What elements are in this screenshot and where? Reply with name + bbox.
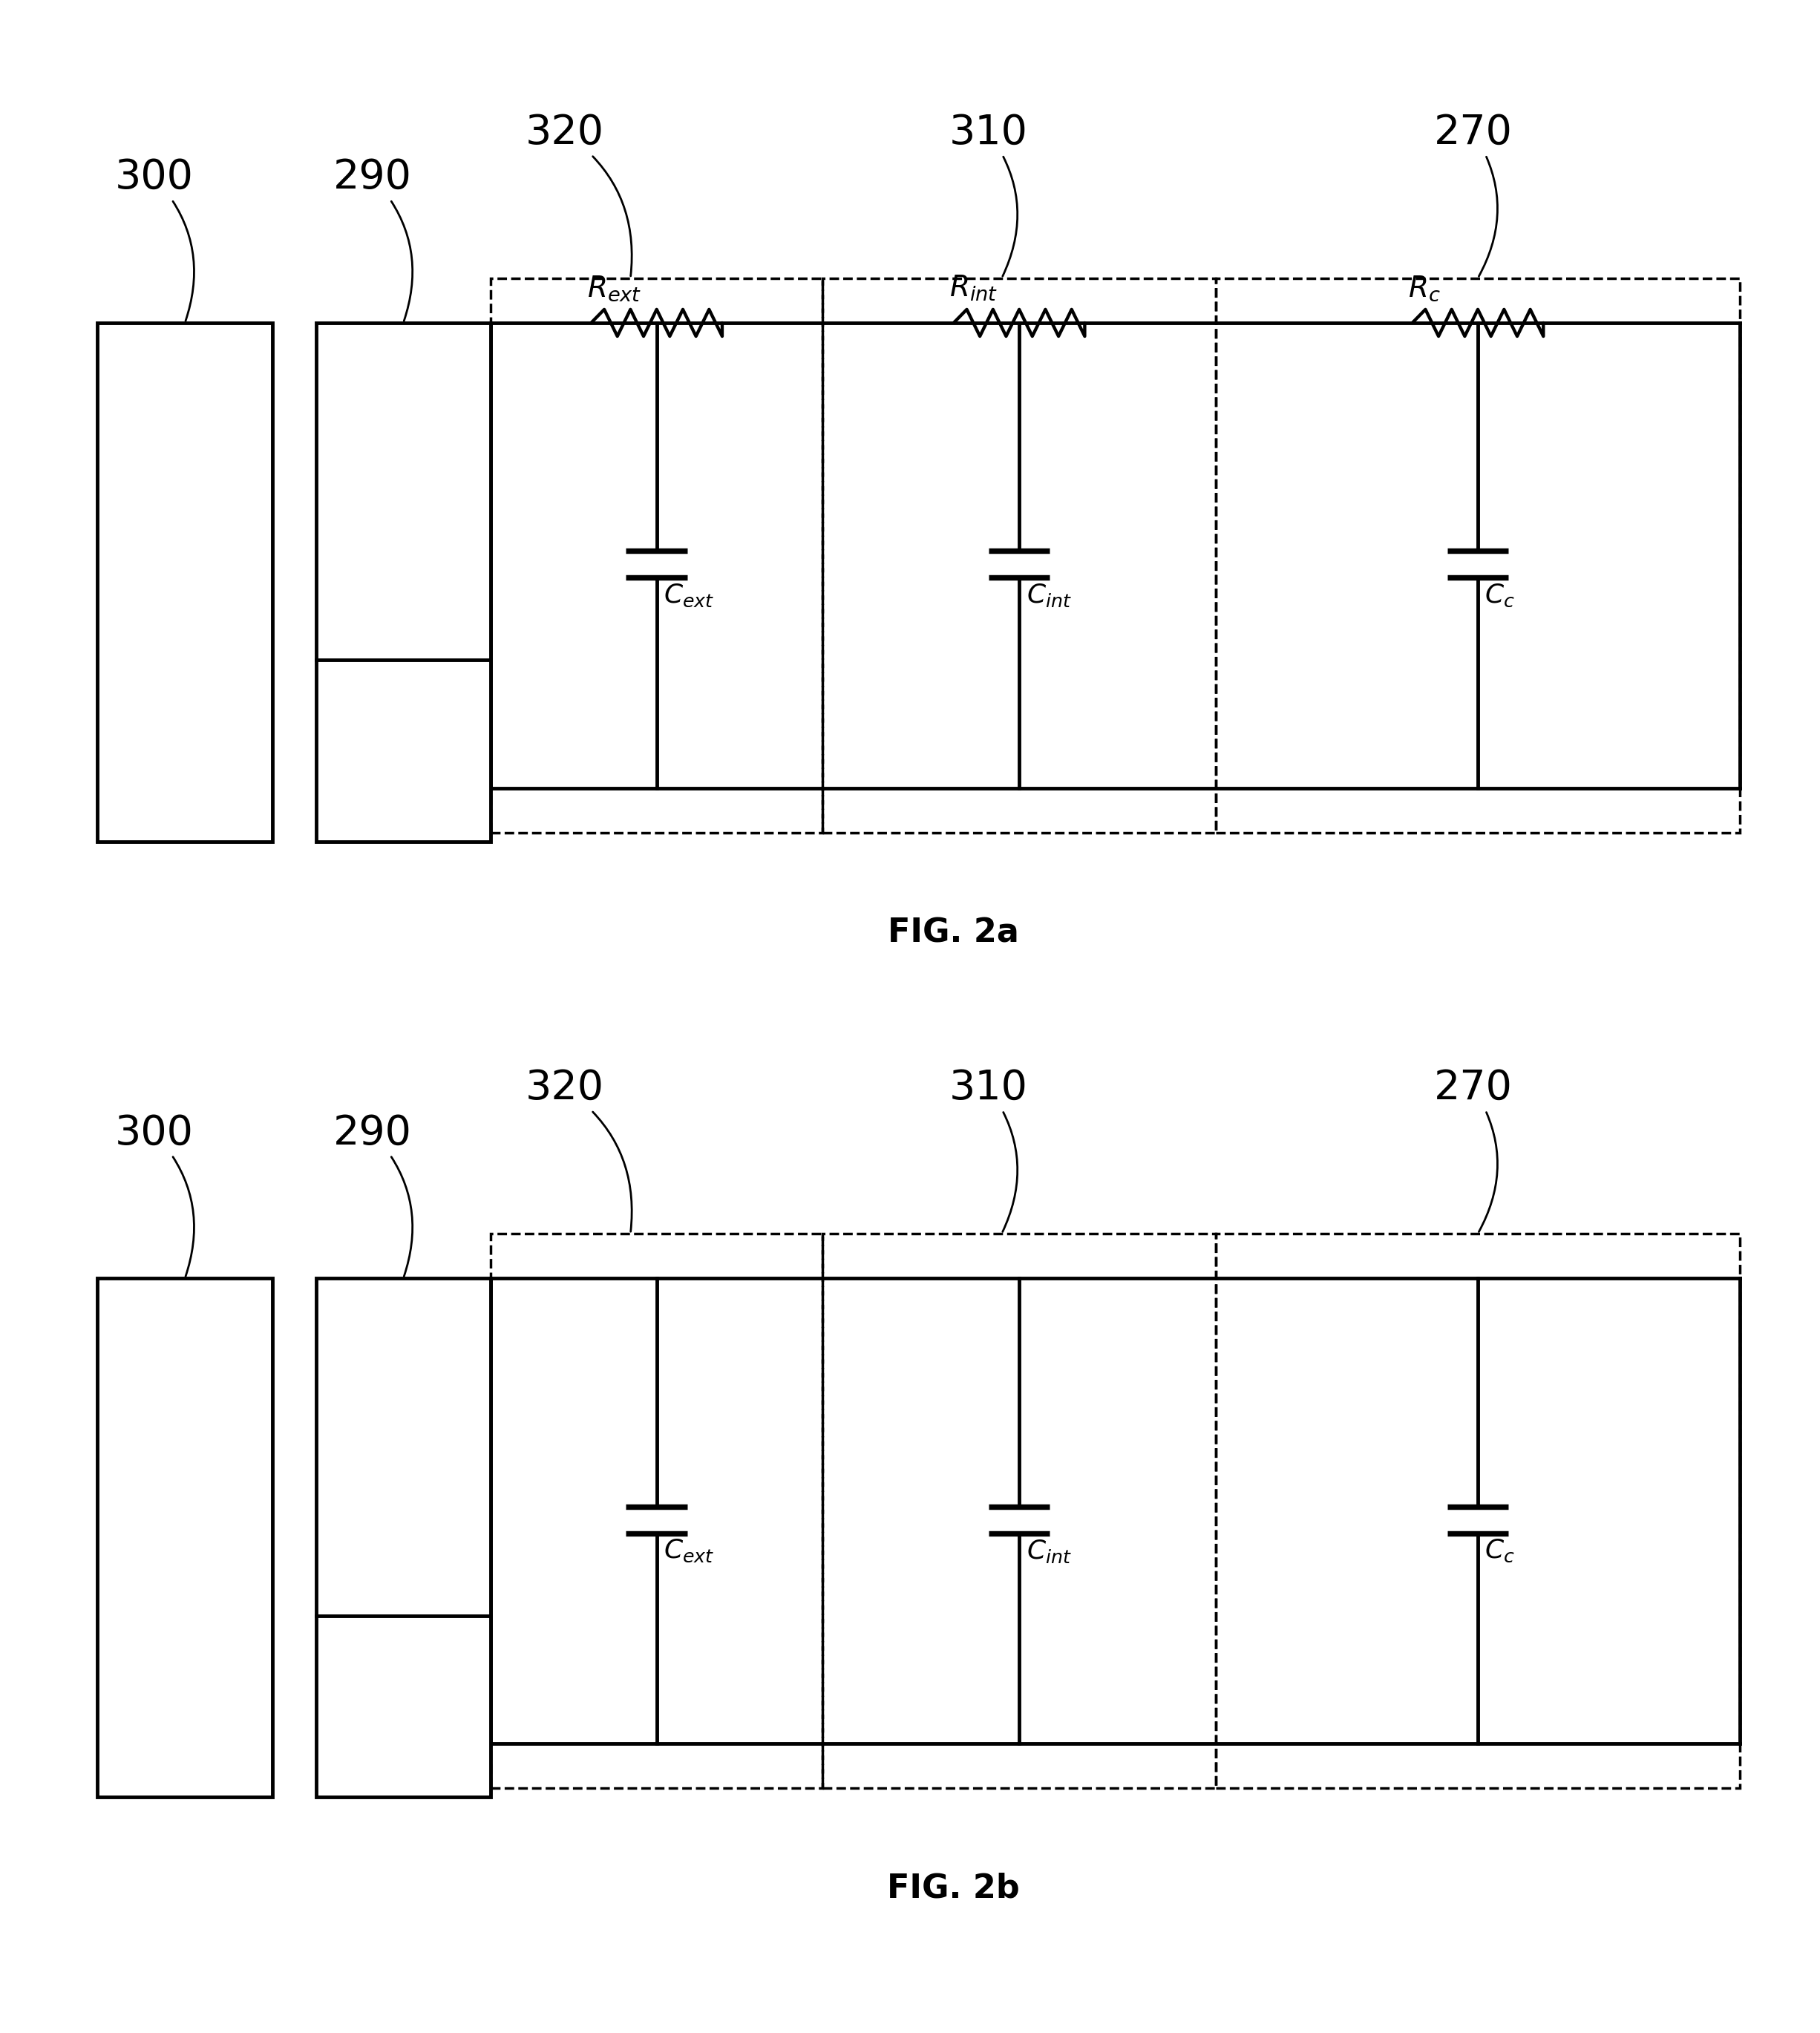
Text: $C_{int}$: $C_{int}$ — [1026, 1537, 1072, 1565]
Text: $R_c$: $R_c$ — [1409, 274, 1440, 303]
Bar — [823, 279, 1216, 834]
Text: $C_c$: $C_c$ — [1485, 581, 1514, 608]
Text: 320: 320 — [526, 112, 632, 276]
Bar — [823, 1234, 1216, 1789]
Text: $C_{ext}$: $C_{ext}$ — [664, 1537, 715, 1563]
Bar — [317, 1279, 491, 1797]
Text: 300: 300 — [115, 157, 195, 321]
Text: 310: 310 — [950, 1067, 1028, 1232]
Bar — [98, 323, 273, 842]
Bar — [98, 1279, 273, 1797]
Text: $R_{int}$: $R_{int}$ — [950, 274, 997, 303]
Text: 310: 310 — [950, 112, 1028, 276]
Text: $C_{int}$: $C_{int}$ — [1026, 581, 1072, 610]
Bar — [491, 1234, 823, 1789]
Text: 270: 270 — [1434, 112, 1512, 276]
Text: 300: 300 — [115, 1112, 195, 1277]
Text: $C_{ext}$: $C_{ext}$ — [664, 581, 715, 608]
Text: FIG. 2b: FIG. 2b — [888, 1872, 1019, 1905]
Bar — [1216, 1234, 1740, 1789]
Text: 290: 290 — [333, 1112, 413, 1277]
Text: $R_{ext}$: $R_{ext}$ — [586, 274, 641, 303]
Text: 270: 270 — [1434, 1067, 1512, 1232]
Text: FIG. 2a: FIG. 2a — [888, 917, 1019, 949]
Text: 290: 290 — [333, 157, 413, 321]
Bar — [491, 279, 823, 834]
Text: $C_c$: $C_c$ — [1485, 1537, 1514, 1563]
Bar — [317, 323, 491, 842]
Bar — [1216, 279, 1740, 834]
Text: 320: 320 — [526, 1067, 632, 1232]
